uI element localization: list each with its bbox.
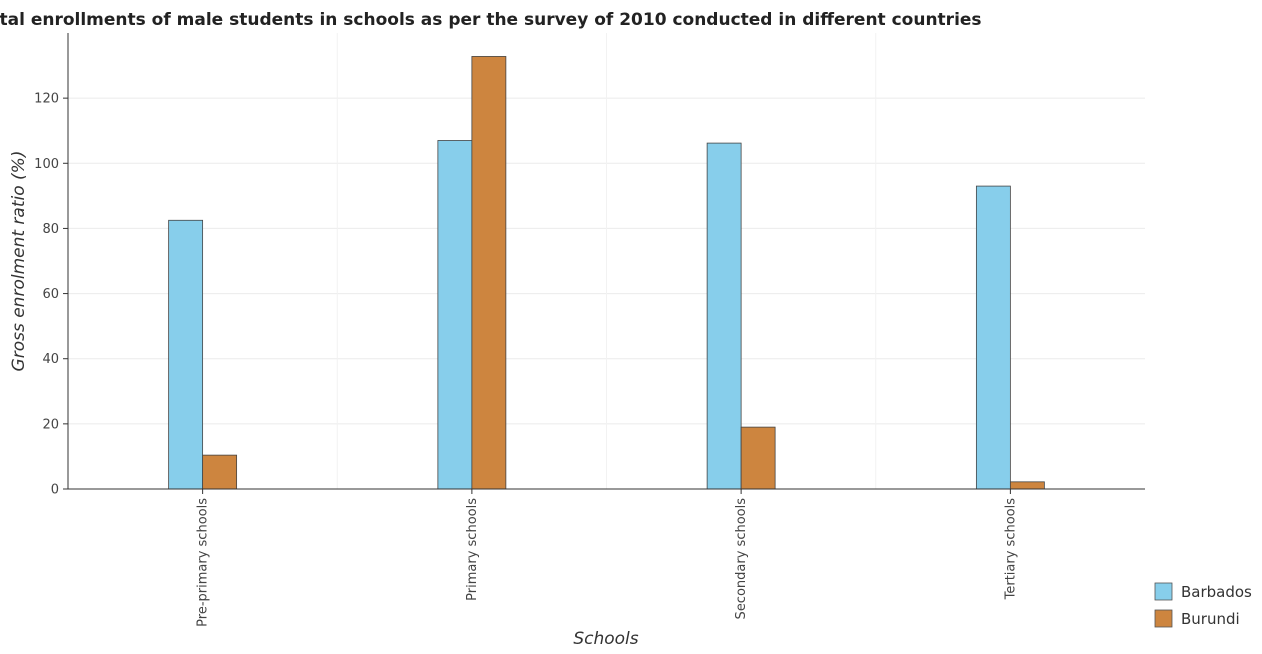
legend-swatch-burundi	[1154, 609, 1173, 628]
bar-barbados-0	[168, 219, 204, 490]
y-tick-label: 120	[34, 92, 59, 107]
y-tick-label: 20	[42, 417, 59, 432]
grid	[68, 33, 1145, 490]
y-tick-label: 80	[42, 222, 59, 237]
bar-burundi-1	[471, 56, 507, 490]
y-tick-label: 0	[51, 483, 59, 498]
bar-barbados-2	[706, 142, 742, 490]
legend: Barbados Burundi	[1154, 582, 1252, 628]
bar-burundi-3	[1009, 481, 1045, 490]
chart-title: Total enrollments of male students in sc…	[0, 10, 982, 30]
legend-swatch-barbados	[1154, 582, 1173, 601]
bar-barbados-1	[437, 140, 473, 490]
legend-label-barbados: Barbados	[1181, 583, 1252, 601]
x-axis-title: Schools	[573, 629, 638, 649]
y-axis-title: Gross enrolment ratio (%)	[9, 151, 29, 372]
x-tick-label: Pre-primary schools	[196, 498, 211, 627]
legend-label-burundi: Burundi	[1181, 610, 1240, 628]
x-tick-label: Tertiary schools	[1003, 498, 1018, 601]
x-tick-label: Secondary schools	[734, 498, 749, 620]
y-tick-label: 60	[42, 287, 59, 302]
y-tick-label: 40	[42, 352, 59, 367]
x-tick-label: Primary schools	[465, 498, 480, 601]
y-tick-label: 100	[34, 157, 59, 172]
bar-burundi-2	[740, 426, 776, 490]
bars	[168, 56, 1045, 490]
bar-barbados-3	[975, 185, 1011, 490]
bar-burundi-0	[202, 454, 238, 490]
axes: 0 20 40 60 80 100 120 Pre-primary schools Primar…	[34, 33, 1145, 627]
